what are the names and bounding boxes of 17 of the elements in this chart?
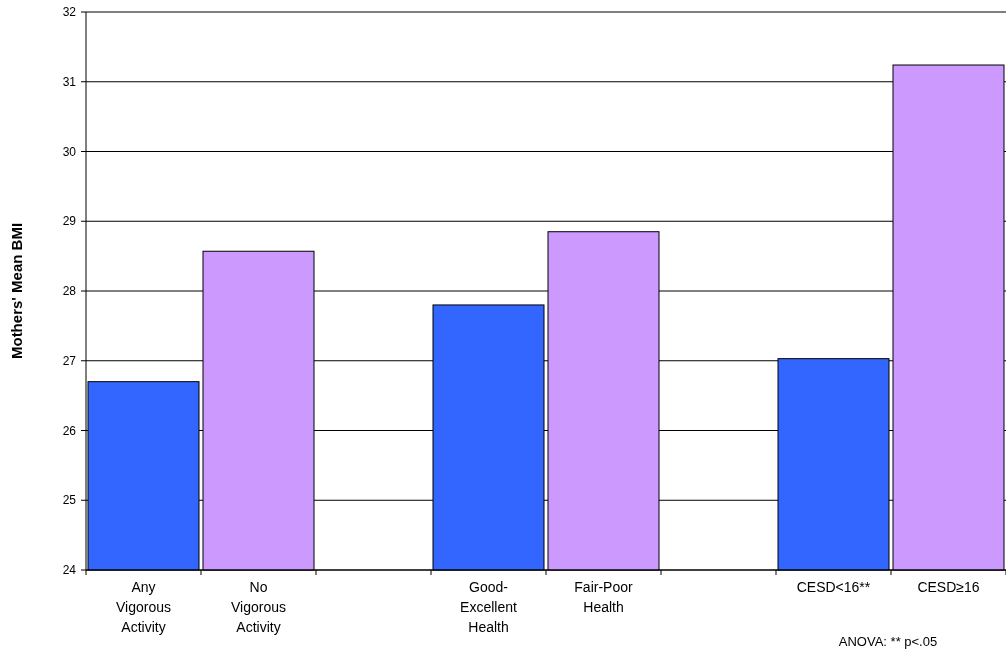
y-tick-label: 27 — [62, 353, 77, 368]
y-tick-label: 29 — [62, 214, 77, 229]
x-tick-label: No Vigorous Activity — [230, 579, 287, 635]
y-tick-label: 26 — [62, 423, 77, 438]
x-tick-label: CESD<16** — [796, 579, 871, 595]
y-tick-label: 24 — [62, 563, 77, 578]
x-tick-label: Fair-Poor Health — [574, 579, 633, 615]
x-tick-label: Any Vigorous Activity — [115, 579, 172, 635]
x-tick-label: Good-Excellent Health — [460, 579, 518, 635]
y-tick-label: 31 — [62, 74, 77, 89]
y-tick-label: 32 — [62, 5, 77, 20]
text: ANOVA: ** p<.05 — [838, 634, 938, 649]
y-tick-label: 25 — [62, 493, 77, 508]
y-tick-label: 28 — [62, 284, 77, 299]
y-axis-title: Mothers' Mean BMI — [8, 222, 25, 360]
x-tick-label: CESD≥16 — [917, 579, 980, 595]
y-tick-label: 30 — [62, 144, 77, 159]
